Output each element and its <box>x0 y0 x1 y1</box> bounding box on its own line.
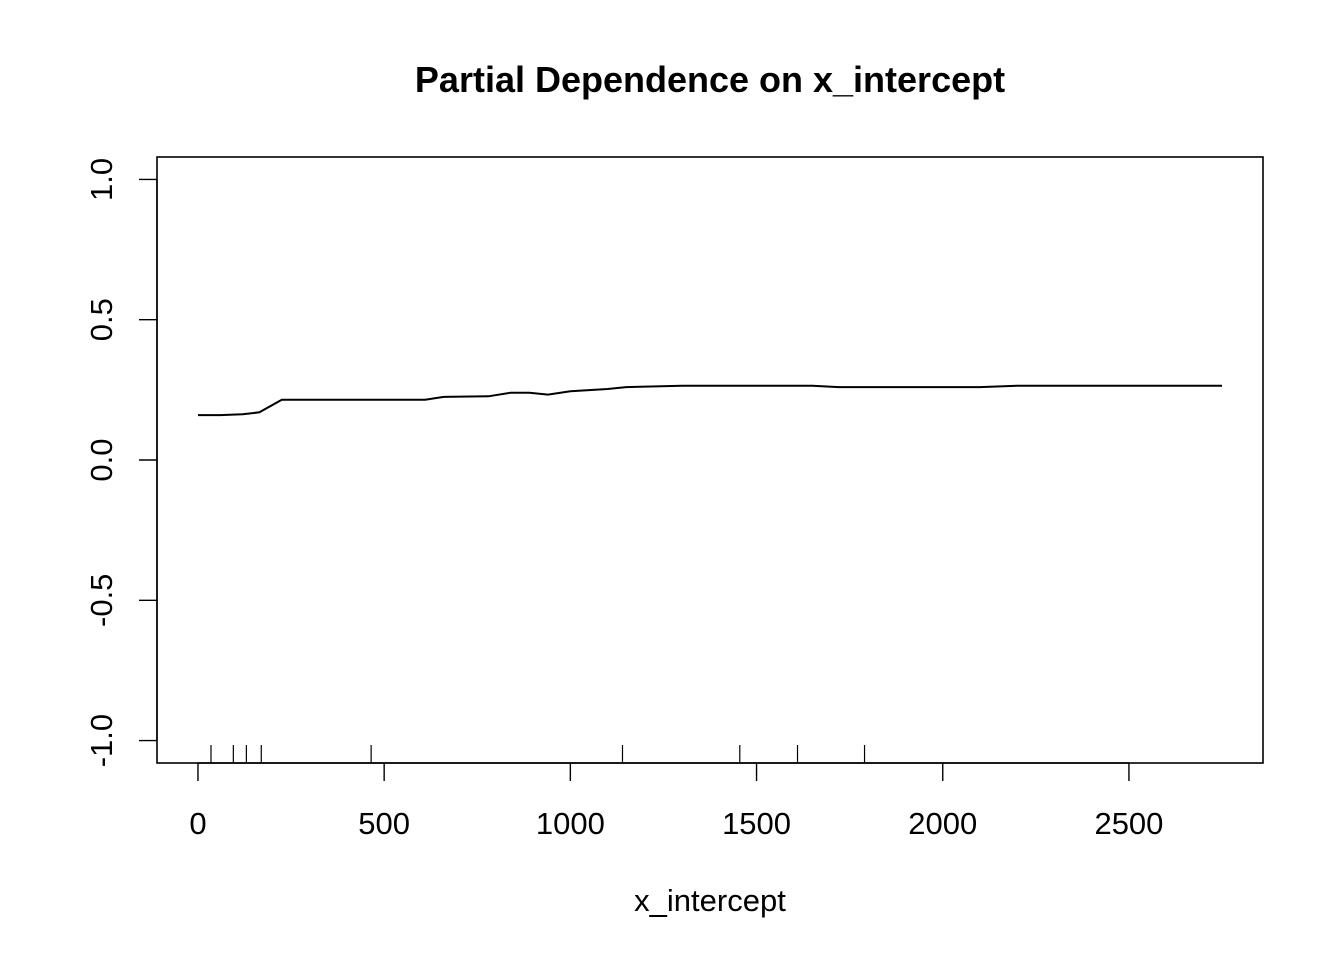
x-axis: 0 500 1000 1500 2000 2500 <box>189 762 1163 841</box>
x-tick-label: 1000 <box>536 806 605 841</box>
x-tick-label: 0 <box>189 806 206 841</box>
x-tick-label: 2500 <box>1094 806 1163 841</box>
y-axis: -1.0 -0.5 0.0 0.5 1.0 <box>84 158 158 767</box>
x-axis-label: x_intercept <box>634 883 786 918</box>
rug <box>210 745 866 763</box>
chart-title: Partial Dependence on x_intercept <box>415 59 1005 100</box>
y-tick-label: -1.0 <box>84 714 119 767</box>
y-tick-label: -0.5 <box>84 574 119 627</box>
y-tick-label: 0.0 <box>84 438 119 481</box>
y-tick-label: 0.5 <box>84 298 119 341</box>
x-tick-label: 1500 <box>722 806 791 841</box>
plot-frame <box>156 156 1264 764</box>
y-tick-label: 1.0 <box>84 158 119 201</box>
x-tick-label: 500 <box>358 806 410 841</box>
x-tick-label: 2000 <box>908 806 977 841</box>
series-line <box>198 384 1222 417</box>
